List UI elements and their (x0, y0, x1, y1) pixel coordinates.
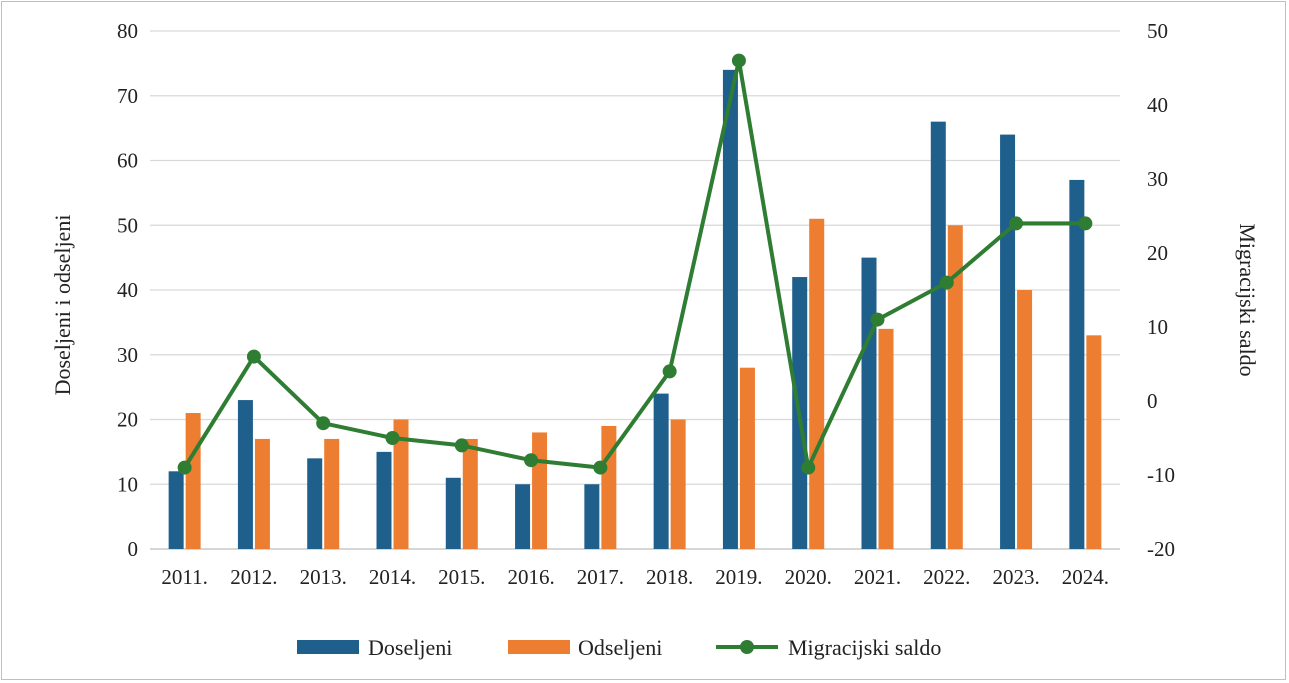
x-tick-label: 2017. (577, 565, 624, 589)
legend-swatch-odseljeni (508, 640, 570, 654)
y2-tick-label: 30 (1147, 167, 1168, 191)
saldo-point (939, 275, 954, 290)
bar-odseljeni (324, 438, 340, 549)
x-tick-label: 2019. (715, 565, 762, 589)
saldo-point (316, 416, 331, 431)
y-tick-label: 40 (117, 278, 138, 302)
y-tick-label: 60 (117, 149, 138, 173)
right-axis-ticks: -20 -10 0 10 20 30 40 50 (1147, 19, 1175, 561)
legend-label-doseljeni: Doseljeni (368, 635, 452, 660)
x-tick-label: 2024. (1062, 565, 1109, 589)
saldo-point (593, 460, 608, 475)
saldo-point (731, 53, 746, 68)
legend-swatch-doseljeni (297, 640, 359, 654)
bar-odseljeni (947, 225, 963, 549)
bars (168, 69, 1102, 550)
bar-odseljeni (670, 419, 686, 549)
y-tick-label: 50 (117, 213, 138, 237)
y-tick-label: 70 (117, 84, 138, 108)
x-tick-label: 2014. (369, 565, 416, 589)
y2-tick-label: 20 (1147, 241, 1168, 265)
bar-odseljeni (254, 438, 270, 549)
x-tick-label: 2020. (785, 565, 832, 589)
bar-doseljeni (376, 451, 392, 549)
y-tick-label: 20 (117, 408, 138, 432)
legend-label-odseljeni: Odseljeni (578, 635, 662, 660)
saldo-point (177, 460, 192, 475)
x-tick-label: 2011. (161, 565, 207, 589)
bar-odseljeni (393, 419, 409, 549)
saldo-point (524, 453, 539, 468)
bar-doseljeni (722, 69, 738, 549)
bar-odseljeni (532, 432, 548, 549)
x-tick-label: 2013. (300, 565, 347, 589)
saldo-point (801, 460, 816, 475)
y-tick-label: 10 (117, 472, 138, 496)
x-tick-label: 2012. (230, 565, 277, 589)
bar-doseljeni (653, 393, 669, 549)
saldo-point (246, 349, 261, 364)
bar-doseljeni (1000, 134, 1016, 549)
x-tick-label: 2018. (646, 565, 693, 589)
y-tick-label: 30 (117, 343, 138, 367)
saldo-point (1009, 216, 1024, 231)
y2-tick-label: 50 (1147, 19, 1168, 43)
y2-tick-label: 40 (1147, 93, 1168, 117)
legend-label-saldo: Migracijski saldo (788, 635, 941, 660)
bar-odseljeni (185, 413, 201, 549)
bar-odseljeni (1086, 335, 1102, 549)
bar-odseljeni (601, 425, 617, 549)
x-axis-ticks: 2011. 2012. 2013. 2014. 2015. 2016. 2017. 2018.… (161, 565, 1109, 589)
y2-tick-label: -20 (1147, 537, 1175, 561)
x-tick-label: 2023. (992, 565, 1039, 589)
x-tick-label: 2022. (923, 565, 970, 589)
y-tick-label: 0 (128, 537, 139, 561)
y2-tick-label: 10 (1147, 315, 1168, 339)
saldo-point (385, 431, 400, 445)
bar-doseljeni (861, 257, 877, 549)
x-tick-label: 2021. (854, 565, 901, 589)
bar-doseljeni (1069, 179, 1085, 550)
x-tick-label: 2016. (507, 565, 554, 589)
bar-doseljeni (515, 484, 531, 549)
bar-doseljeni (237, 400, 253, 549)
bar-doseljeni (584, 484, 600, 549)
saldo-point (1078, 216, 1093, 231)
legend: Doseljeni Odseljeni Migracijski saldo (297, 635, 941, 660)
bar-doseljeni (445, 477, 461, 549)
bar-doseljeni (168, 471, 184, 549)
saldo-point (870, 312, 885, 327)
saldo-line (177, 53, 1093, 475)
gridlines (150, 30, 1120, 550)
legend-swatch-saldo-marker (740, 640, 754, 654)
left-axis-ticks: 0 10 20 30 40 50 60 70 80 (117, 19, 138, 561)
y-tick-label: 80 (117, 19, 138, 43)
y2-tick-label: 0 (1147, 389, 1158, 413)
bar-odseljeni (809, 218, 825, 549)
bar-odseljeni (462, 438, 478, 549)
bar-doseljeni (930, 121, 946, 550)
x-tick-label: 2015. (438, 565, 485, 589)
bar-odseljeni (878, 328, 894, 549)
saldo-point (454, 438, 469, 453)
y2-tick-label: -10 (1147, 463, 1175, 487)
right-axis-title: Migracijski saldo (1235, 223, 1260, 376)
left-axis-title: Doseljeni i odseljeni (50, 215, 75, 396)
bar-doseljeni (307, 458, 323, 549)
bar-odseljeni (739, 367, 755, 549)
saldo-point (662, 364, 677, 379)
saldo-line-path (182, 58, 1086, 470)
bar-odseljeni (1017, 290, 1033, 549)
